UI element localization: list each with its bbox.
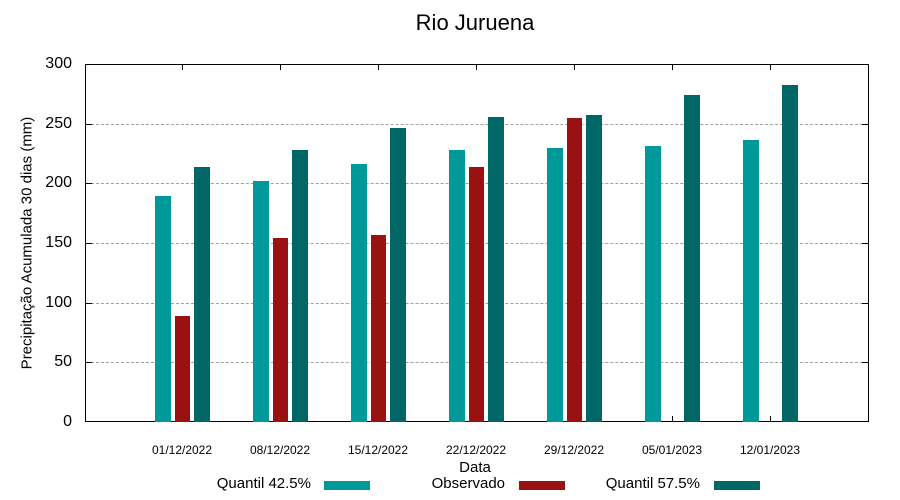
bar-quantil-57-5 xyxy=(782,85,798,422)
y-tick-label: 300 xyxy=(45,55,72,72)
bar-quantil-57-5 xyxy=(488,116,504,422)
y-tick-label: 200 xyxy=(45,174,72,192)
bar-quantil-57-5 xyxy=(292,149,308,422)
bar-quantil-42-5 xyxy=(351,164,367,422)
y-tick-mark xyxy=(862,124,868,125)
legend-label: Quantil 57.5% xyxy=(605,475,700,492)
y-tick-label: 150 xyxy=(45,234,72,251)
y-tick-mark xyxy=(862,183,868,184)
x-tick-label: 01/12/2022 xyxy=(151,443,213,457)
y-tick-label: 0 xyxy=(63,413,72,430)
bar-observado xyxy=(273,238,288,422)
x-tick-label: 08/12/2022 xyxy=(249,443,311,457)
bar-observado xyxy=(567,117,582,422)
x-tick-mark xyxy=(770,416,771,421)
bar-quantil-42-5 xyxy=(743,140,759,422)
x-tick-mark xyxy=(182,65,183,70)
legend-swatch xyxy=(324,481,370,490)
bar-quantil-42-5 xyxy=(547,147,563,422)
legend-label: Observado xyxy=(431,475,505,492)
bar-quantil-57-5 xyxy=(194,166,210,422)
bar-observado xyxy=(371,234,386,422)
legend-swatch xyxy=(519,481,565,490)
bar-quantil-42-5 xyxy=(155,196,171,422)
x-tick-mark xyxy=(280,65,281,70)
bar-quantil-42-5 xyxy=(645,146,661,422)
y-tick-mark xyxy=(862,303,868,304)
legend-label: Quantil 42.5% xyxy=(216,475,311,492)
y-tick-mark xyxy=(86,303,92,304)
x-tick-label: 12/01/2023 xyxy=(739,443,801,457)
bar-quantil-42-5 xyxy=(449,149,465,422)
y-tick-mark xyxy=(86,183,92,184)
y-tick-mark xyxy=(86,124,92,125)
bar-quantil-42-5 xyxy=(253,180,269,422)
x-tick-mark xyxy=(574,65,575,70)
x-tick-mark xyxy=(770,65,771,70)
bar-quantil-57-5 xyxy=(586,115,602,422)
chart-title: Rio Juruena xyxy=(415,10,535,35)
x-axis-label: Data xyxy=(459,459,491,476)
x-tick-label: 15/12/2022 xyxy=(347,443,409,457)
x-tick-mark xyxy=(672,416,673,421)
y-tick-mark xyxy=(862,362,868,363)
x-tick-mark xyxy=(378,65,379,70)
y-tick-mark xyxy=(86,243,92,244)
x-tick-label: 29/12/2022 xyxy=(543,443,605,457)
x-tick-label: 22/12/2022 xyxy=(445,443,507,457)
x-tick-mark xyxy=(672,65,673,70)
y-tick-label: 100 xyxy=(45,293,72,311)
x-tick-mark xyxy=(476,65,477,70)
y-tick-label: 50 xyxy=(54,353,72,371)
x-tick-label: 05/01/2023 xyxy=(641,443,703,457)
y-tick-mark xyxy=(86,362,92,363)
y-tick-label: 250 xyxy=(45,114,72,132)
bar-observado xyxy=(469,166,484,422)
bar-quantil-57-5 xyxy=(684,95,700,422)
gridline xyxy=(86,124,868,125)
legend-swatch xyxy=(714,481,760,490)
bar-quantil-57-5 xyxy=(390,128,406,422)
y-tick-mark xyxy=(862,243,868,244)
bar-observado xyxy=(175,315,190,422)
